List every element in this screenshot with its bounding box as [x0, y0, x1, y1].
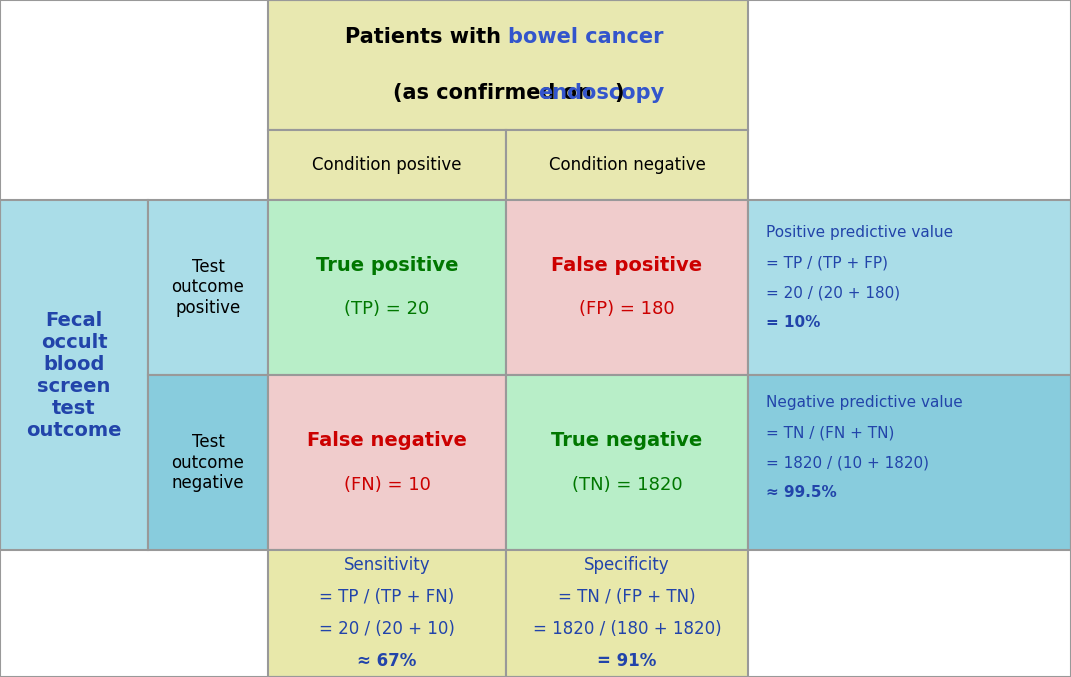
Text: Positive predictive value: Positive predictive value	[766, 225, 953, 240]
Bar	[506, 200, 748, 375]
Text: ≈ 99.5%: ≈ 99.5%	[766, 485, 836, 500]
Bar	[748, 200, 1071, 375]
Text: Patients with: Patients with	[345, 27, 508, 47]
Text: Condition negative: Condition negative	[548, 156, 706, 174]
Bar	[268, 550, 506, 677]
Text: endoscopy: endoscopy	[538, 83, 664, 103]
Bar	[148, 375, 268, 550]
Bar	[506, 550, 748, 677]
Text: Specificity: Specificity	[584, 556, 669, 575]
Text: = 20 / (20 + 180): = 20 / (20 + 180)	[766, 285, 900, 300]
Bar	[748, 375, 1071, 550]
Bar	[148, 200, 268, 375]
Bar	[506, 130, 748, 200]
Text: = 91%: = 91%	[598, 653, 657, 670]
Text: = TP / (TP + FN): = TP / (TP + FN)	[319, 588, 454, 607]
Text: = 1820 / (180 + 1820): = 1820 / (180 + 1820)	[532, 621, 721, 638]
Text: False negative: False negative	[307, 431, 467, 450]
Text: = TP / (TP + FP): = TP / (TP + FP)	[766, 255, 888, 270]
Text: (TP) = 20: (TP) = 20	[345, 301, 429, 318]
Text: (TN) = 1820: (TN) = 1820	[572, 475, 682, 494]
Text: Negative predictive value: Negative predictive value	[766, 395, 963, 410]
Bar	[268, 375, 506, 550]
Text: False positive: False positive	[552, 256, 703, 275]
Text: Test
outcome
positive: Test outcome positive	[171, 258, 244, 318]
Text: = 1820 / (10 + 1820): = 1820 / (10 + 1820)	[766, 455, 929, 470]
Text: True positive: True positive	[316, 256, 458, 275]
Text: (FP) = 180: (FP) = 180	[579, 301, 675, 318]
Text: (as confirmed on: (as confirmed on	[393, 83, 600, 103]
Text: ): )	[615, 83, 623, 103]
Text: = TN / (FN + TN): = TN / (FN + TN)	[766, 425, 894, 440]
Bar	[0, 200, 148, 550]
Text: (FN) = 10: (FN) = 10	[344, 475, 431, 494]
Text: = TN / (FP + TN): = TN / (FP + TN)	[558, 588, 696, 607]
Text: Test
outcome
negative: Test outcome negative	[171, 433, 244, 492]
Text: Sensitivity: Sensitivity	[344, 556, 431, 575]
Text: bowel cancer: bowel cancer	[508, 27, 664, 47]
Text: Condition positive: Condition positive	[313, 156, 462, 174]
Text: = 20 / (20 + 10): = 20 / (20 + 10)	[319, 621, 455, 638]
Text: = 10%: = 10%	[766, 315, 820, 330]
Text: True negative: True negative	[552, 431, 703, 450]
Bar	[506, 375, 748, 550]
Bar	[268, 200, 506, 375]
Text: Fecal
occult
blood
screen
test
outcome: Fecal occult blood screen test outcome	[27, 311, 122, 439]
Text: ≈ 67%: ≈ 67%	[358, 653, 417, 670]
Bar	[268, 130, 506, 200]
Bar	[268, 0, 748, 130]
